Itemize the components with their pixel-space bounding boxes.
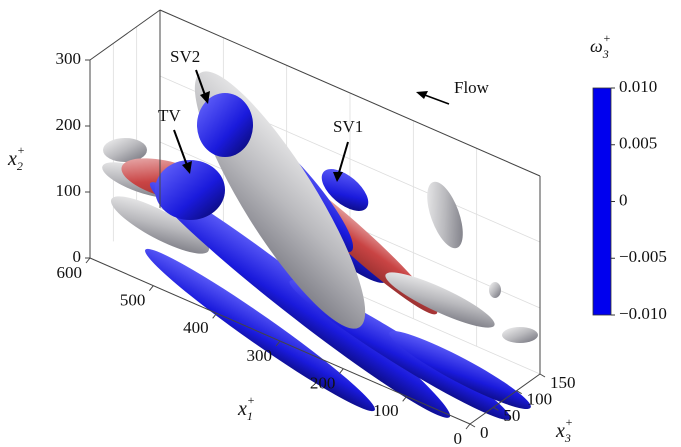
x1-tick-label: 200 (310, 374, 336, 393)
annotations: SV2 TV SV1 Flow (158, 47, 490, 182)
x3-tick (539, 373, 546, 378)
annotation-arrow (173, 129, 189, 169)
x3-tick (469, 423, 476, 428)
arrowhead (200, 91, 210, 104)
x1-tick-label: 400 (183, 318, 209, 337)
arrowhead (333, 172, 343, 182)
x3-tick-label: 150 (550, 373, 576, 392)
x1-tick-label: 300 (247, 346, 273, 365)
colorbar-fill (592, 87, 612, 316)
box-edge (89, 9, 161, 61)
x1-tick (148, 285, 154, 291)
vortex-structures (102, 71, 538, 420)
annotation: SV2 (170, 47, 200, 66)
x2-tick-label: 100 (56, 181, 82, 200)
colorbar-tick-label: 0.005 (619, 134, 657, 153)
colorbar-label: ω3+ (590, 31, 611, 61)
x1-label: x1+ (237, 393, 255, 423)
x3-tick-label: 0 (480, 423, 489, 442)
axis-labels: x2+ x1+ x3+ ω3+ (7, 31, 611, 445)
flow-arrow (421, 93, 450, 105)
x1-tick (275, 340, 281, 347)
box-edge (469, 373, 541, 425)
annotation-arrow (337, 141, 349, 177)
x3-tick-label: 100 (527, 390, 553, 409)
x3-tick (516, 390, 522, 395)
x2-tick-label: 0 (73, 247, 82, 266)
x1-tick (465, 423, 471, 430)
annotation: TV (158, 106, 181, 125)
colorbar-tick-label: 0 (619, 190, 628, 209)
colorbar-tick-label: 0.010 (619, 77, 657, 96)
x1-tick-label: 500 (120, 291, 146, 310)
colorbar: 0.010 0.005 0 −0.005 −0.010 (592, 77, 667, 323)
x2-tick-label: 300 (56, 49, 82, 68)
x2-tick-label: 200 (56, 115, 82, 134)
x1-tick-label: 100 (373, 401, 399, 420)
x1-tick (402, 396, 408, 402)
annotation: Flow (454, 78, 490, 97)
x2-label: x2+ (7, 143, 25, 173)
x1-tick (212, 313, 218, 319)
annotation: SV1 (333, 117, 363, 136)
arrowhead (416, 91, 428, 99)
x1-tick-label: 0 (454, 429, 463, 447)
x3-label: x3+ (555, 415, 573, 445)
x1-tick (85, 257, 91, 264)
arrowhead (182, 161, 192, 174)
colorbar-tick-label: −0.005 (619, 247, 667, 266)
colorbar-tick-label: −0.010 (619, 304, 667, 323)
x3-tick-label: 50 (503, 406, 520, 425)
x1-tick-label: 600 (57, 263, 83, 282)
x3-tick (493, 406, 499, 411)
x1-tick (338, 368, 344, 374)
box-edge (159, 9, 541, 177)
